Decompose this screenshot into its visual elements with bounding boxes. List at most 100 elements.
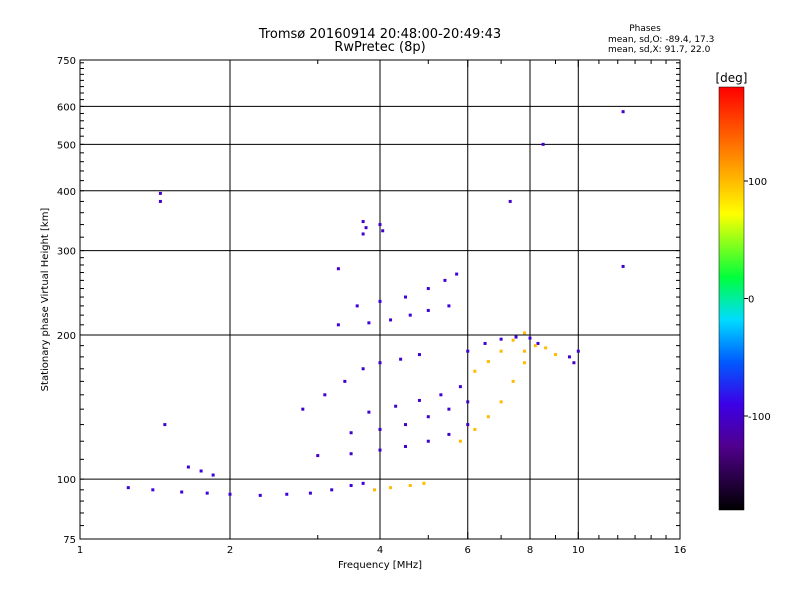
- data-point: [373, 488, 377, 492]
- data-point: [514, 335, 518, 339]
- data-point: [361, 220, 365, 224]
- data-point: [536, 341, 540, 345]
- data-point: [381, 229, 385, 233]
- data-point: [378, 448, 382, 452]
- data-point: [205, 491, 209, 495]
- data-point: [336, 323, 340, 327]
- phases-x-stats: mean, sd,X: 91.7, 22.0: [608, 45, 711, 55]
- data-point: [486, 415, 490, 419]
- chart-title: Tromsø 20160914 20:48:00-20:49:43: [258, 27, 502, 42]
- data-point: [426, 308, 430, 312]
- data-point: [211, 473, 215, 477]
- data-point: [528, 336, 532, 340]
- data-point: [364, 226, 368, 230]
- y-tick-label: 100: [57, 475, 76, 486]
- data-point: [443, 278, 447, 282]
- data-point: [439, 393, 443, 397]
- data-point: [447, 432, 451, 436]
- colorbar-label: [deg]: [716, 71, 748, 85]
- data-point: [378, 427, 382, 431]
- data-point: [511, 338, 515, 342]
- data-point: [349, 452, 353, 456]
- data-point: [621, 110, 625, 114]
- data-point: [523, 331, 527, 335]
- data-point: [378, 361, 382, 365]
- data-point: [336, 267, 340, 271]
- data-point: [349, 483, 353, 487]
- data-point: [403, 444, 407, 448]
- data-point: [378, 299, 382, 303]
- data-point: [455, 272, 459, 276]
- data-point: [158, 199, 162, 203]
- data-point: [367, 321, 371, 325]
- data-point: [158, 191, 162, 195]
- data-point: [508, 199, 512, 203]
- data-point: [426, 287, 430, 291]
- colorbar: [718, 86, 745, 511]
- data-point: [199, 469, 203, 473]
- data-point: [426, 439, 430, 443]
- x-tick-label: 4: [377, 545, 383, 556]
- data-point: [447, 407, 451, 411]
- data-point: [567, 355, 571, 359]
- data-point: [499, 349, 503, 353]
- data-point: [301, 407, 305, 411]
- x-tick-label: 10: [572, 545, 585, 556]
- x-tick-label: 1: [77, 545, 83, 556]
- data-point: [483, 341, 487, 345]
- data-point: [447, 304, 451, 308]
- phases-heading: Phases: [629, 24, 661, 34]
- colorbar-tick-label: -100: [748, 412, 771, 423]
- data-point: [180, 490, 184, 494]
- data-point: [426, 415, 430, 419]
- data-point: [126, 486, 130, 490]
- data-point: [355, 304, 359, 308]
- x-axis-label: Frequency [MHz]: [338, 560, 422, 571]
- data-point: [533, 344, 537, 348]
- data-point: [553, 353, 557, 357]
- colorbar-tick-label: 100: [748, 177, 767, 188]
- data-point: [330, 488, 334, 492]
- data-point: [403, 295, 407, 299]
- data-point: [163, 423, 167, 427]
- data-point: [408, 483, 412, 487]
- y-axis-label: Stationary phase Virtual Height [km]: [40, 208, 51, 392]
- data-point: [349, 431, 353, 435]
- data-point: [367, 410, 371, 414]
- y-tick-label: 200: [57, 331, 76, 342]
- data-point: [361, 481, 365, 485]
- data-point: [486, 360, 490, 364]
- data-point: [458, 385, 462, 389]
- data-point: [258, 493, 262, 497]
- x-tick-label: 6: [465, 545, 471, 556]
- chart-subtitle: RwPretec (8p): [334, 40, 426, 55]
- data-point: [499, 400, 503, 404]
- x-tick-label: 16: [674, 545, 687, 556]
- data-point: [417, 398, 421, 402]
- data-point: [417, 353, 421, 357]
- data-point: [389, 318, 393, 322]
- data-point: [466, 400, 470, 404]
- y-tick-label: 75: [63, 535, 76, 546]
- data-point: [361, 232, 365, 236]
- y-tick-label: 400: [57, 187, 76, 198]
- data-point: [316, 454, 320, 458]
- data-point: [389, 486, 393, 490]
- data-point: [151, 488, 155, 492]
- y-tick-label: 600: [57, 102, 76, 113]
- data-point: [323, 393, 327, 397]
- data-point: [399, 357, 403, 361]
- data-point: [523, 349, 527, 353]
- data-point: [544, 346, 548, 350]
- x-tick-label: 8: [527, 545, 533, 556]
- data-point: [511, 379, 515, 383]
- data-point: [378, 223, 382, 227]
- phases-o-stats: mean, sd,O: -89.4, 17.3: [608, 35, 715, 45]
- data-point: [499, 337, 503, 341]
- data-point: [466, 423, 470, 427]
- y-tick-label: 500: [57, 140, 76, 151]
- data-point: [285, 492, 289, 496]
- data-point: [541, 142, 545, 146]
